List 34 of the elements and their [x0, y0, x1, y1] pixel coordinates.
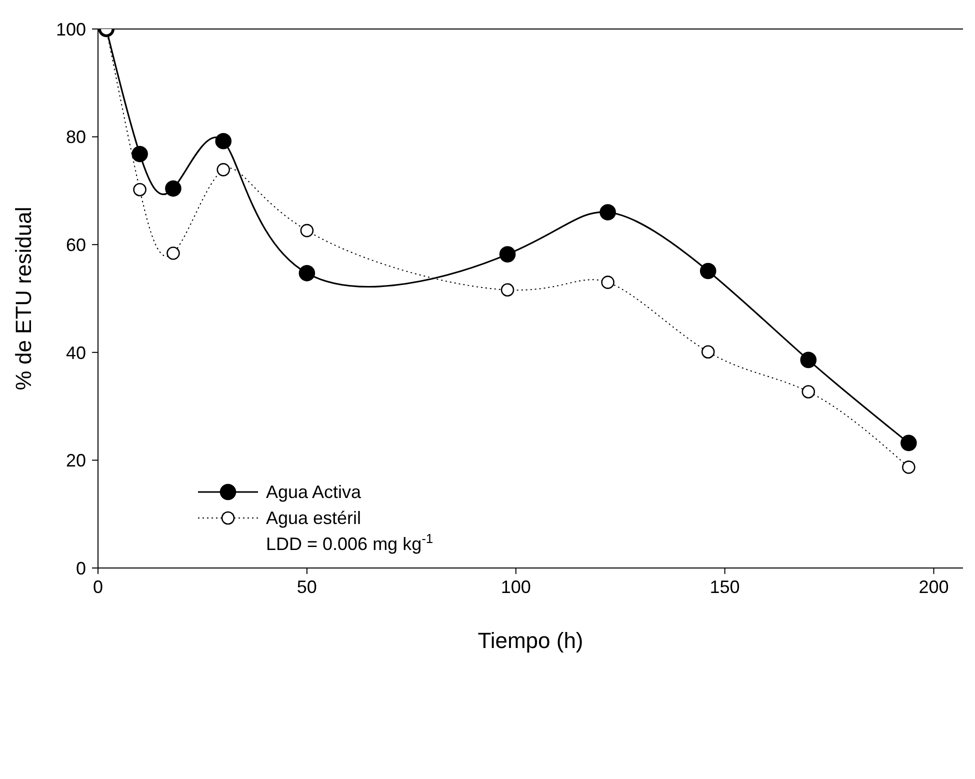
y-tick-label: 60	[66, 234, 86, 255]
y-tick-label: 40	[66, 342, 86, 363]
point	[300, 224, 314, 238]
y-tick-label: 0	[76, 558, 86, 578]
point	[800, 352, 817, 368]
y-tick-label: 80	[66, 127, 86, 148]
point	[133, 182, 146, 196]
point	[601, 276, 614, 289]
point	[700, 262, 716, 280]
x-tick-label: 200	[918, 576, 949, 597]
point	[500, 283, 514, 297]
point	[298, 265, 316, 282]
point	[600, 204, 616, 220]
point	[132, 146, 148, 162]
point	[166, 246, 180, 260]
x-tick-label: 150	[710, 576, 740, 597]
x-axis-title: Tiempo (h)	[478, 628, 584, 653]
point	[902, 460, 916, 474]
point	[216, 163, 230, 176]
point	[900, 434, 917, 452]
x-tick-label: 100	[500, 576, 531, 597]
annotation: LDD = 0.006 mg kg$^{-1}$	[266, 530, 434, 554]
point	[802, 385, 816, 398]
y-tick-label: 100	[56, 19, 86, 40]
point	[215, 132, 232, 150]
point	[701, 345, 715, 359]
y-tick-label: 20	[66, 450, 86, 471]
legend-label: Agua Activa	[266, 482, 362, 502]
x-tick-label: 0	[92, 576, 104, 597]
y-axis-title: % de ETU residual	[10, 206, 36, 390]
point	[165, 180, 182, 197]
x-tick-label: 50	[296, 576, 317, 597]
point	[499, 246, 516, 262]
legend-label: Agua estéril	[266, 508, 362, 528]
